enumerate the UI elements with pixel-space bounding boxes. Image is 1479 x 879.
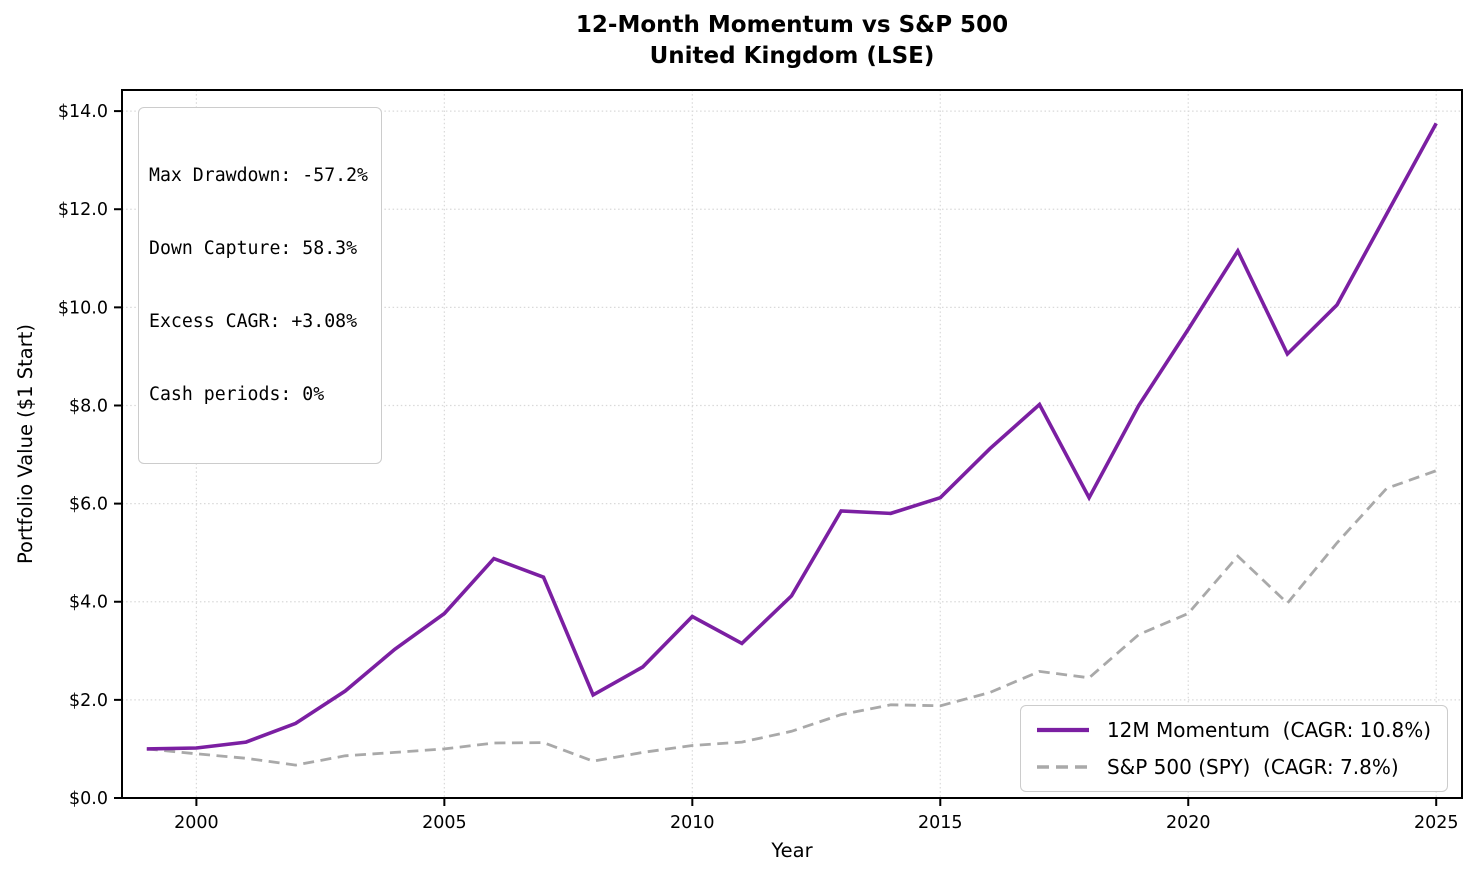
y-tick-label: $2.0 xyxy=(69,691,108,711)
y-axis-label: Portfolio Value ($1 Start) xyxy=(14,323,37,565)
x-tick-label: 2010 xyxy=(670,813,715,833)
stat-cash-periods: Cash periods: 0% xyxy=(149,384,325,406)
stat-down-capture: Down Capture: 58.3% xyxy=(149,238,358,260)
chart-title: 12-Month Momentum vs S&P 500 United King… xyxy=(122,10,1462,72)
legend-label-momentum: 12M Momentum (CAGR: 10.8%) xyxy=(1106,718,1431,742)
y-tick-label: $14.0 xyxy=(58,102,108,122)
y-tick-label: $10.0 xyxy=(58,298,108,318)
series-line-s-p-500-spy xyxy=(146,469,1437,767)
y-tick-label: $4.0 xyxy=(69,593,108,613)
legend-item-sp500: S&P 500 (SPY) (CAGR: 7.8%) xyxy=(1035,755,1431,779)
y-tick-label: $6.0 xyxy=(69,495,108,515)
y-tick-label: $0.0 xyxy=(69,789,108,809)
x-tick-label: 2000 xyxy=(174,813,219,833)
sp500-dashed-line-swatch-icon xyxy=(1036,765,1089,769)
chart-title-line1: 12-Month Momentum vs S&P 500 xyxy=(575,12,1009,38)
x-tick-label: 2005 xyxy=(422,813,467,833)
chart-title-line2: United Kingdom (LSE) xyxy=(649,43,935,69)
legend-label-sp500: S&P 500 (SPY) (CAGR: 7.8%) xyxy=(1106,755,1399,779)
stat-excess-cagr: Excess CAGR: +3.08% xyxy=(149,311,358,333)
x-axis-label: Year xyxy=(771,839,813,862)
y-tick-label: $8.0 xyxy=(69,396,108,416)
stat-max-drawdown: Max Drawdown: -57.2% xyxy=(149,164,368,186)
momentum-line-swatch-icon xyxy=(1036,727,1089,733)
legend-item-momentum: 12M Momentum (CAGR: 10.8%) xyxy=(1035,718,1431,742)
legend: 12M Momentum (CAGR: 10.8%) S&P 500 (SPY)… xyxy=(1019,705,1448,792)
stats-box: Max Drawdown: -57.2% Down Capture: 58.3%… xyxy=(138,107,382,464)
y-tick-label: $12.0 xyxy=(58,200,108,220)
axes-frame xyxy=(121,89,1463,799)
x-tick-label: 2015 xyxy=(918,813,963,833)
x-tick-label: 2020 xyxy=(1166,813,1211,833)
series-line-12m-momentum xyxy=(146,122,1438,751)
x-tick-label: 2025 xyxy=(1414,813,1459,833)
